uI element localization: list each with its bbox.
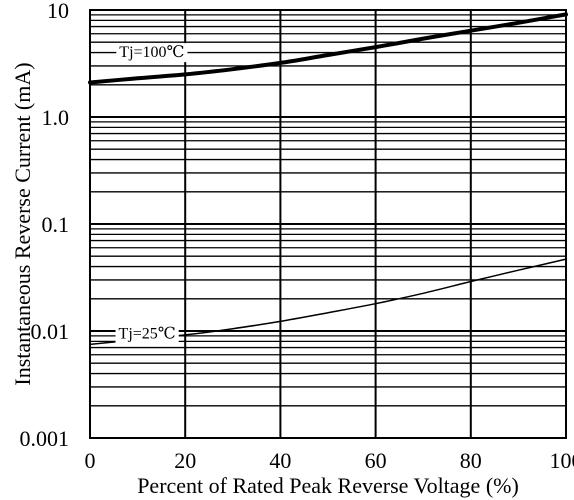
y-tick-label: 0.1 <box>42 212 70 237</box>
annotation-label: Tj=100℃ <box>119 44 184 61</box>
series-annotation: Tj=25℃ <box>115 324 179 344</box>
annotation-background <box>115 324 179 344</box>
x-tick-label: 60 <box>365 448 387 473</box>
x-tick-label: 100 <box>550 448 574 473</box>
annotation-background <box>116 43 188 63</box>
series-annotations: Tj=100℃ Tj=25℃ <box>115 43 188 344</box>
tick-labels: 0 20 40 60 80 100 0.001 0.01 0.1 1.0 10 <box>20 0 574 473</box>
grid-lines <box>90 10 566 438</box>
y-tick-label: 0.01 <box>31 319 70 344</box>
annotation-label: Tj=25℃ <box>119 326 176 343</box>
data-series <box>88 12 568 346</box>
y-tick-label: 1.0 <box>42 105 70 130</box>
plot-frame <box>89 9 567 439</box>
y-tick-label: 10 <box>47 0 69 23</box>
y-axis-title: Instantaneous Reverse Current (mA) <box>10 62 35 385</box>
y-tick-label: 0.001 <box>20 426 70 451</box>
x-tick-label: 40 <box>269 448 291 473</box>
series-line-0 <box>88 12 568 85</box>
x-tick-label: 0 <box>85 448 96 473</box>
x-axis-title: Percent of Rated Peak Reverse Voltage (%… <box>137 473 519 498</box>
x-tick-label: 80 <box>460 448 482 473</box>
series-annotation: Tj=100℃ <box>116 43 188 63</box>
x-tick-label: 20 <box>174 448 196 473</box>
